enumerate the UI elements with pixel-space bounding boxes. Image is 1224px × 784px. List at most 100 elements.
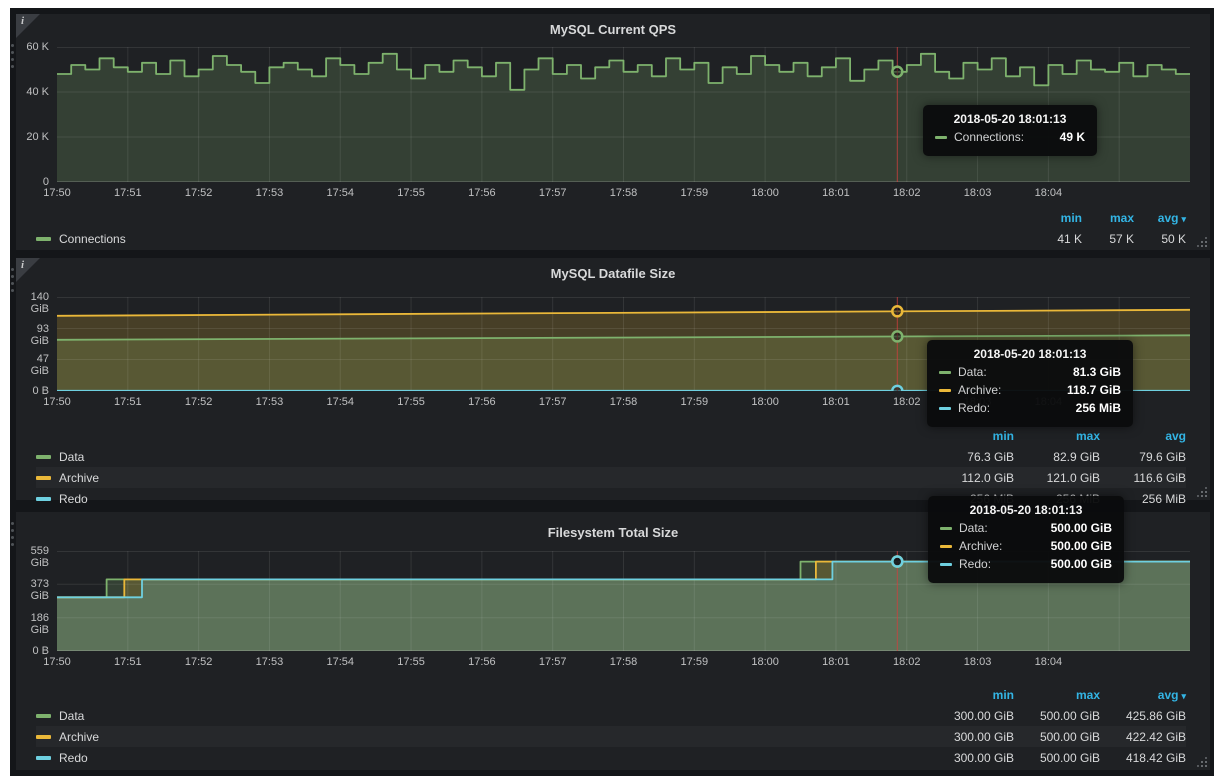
- x-axis-tick-label: 17:51: [114, 187, 142, 199]
- legend-sort-max[interactable]: max: [1109, 211, 1134, 225]
- x-axis-tick-label: 17:57: [538, 656, 567, 668]
- legend-series-label[interactable]: Archive: [59, 729, 100, 744]
- y-axis-tick-label: 40 K: [26, 86, 49, 98]
- legend-series-label[interactable]: Redo: [59, 750, 88, 765]
- series-area-data: [57, 335, 1190, 391]
- legend-series-label[interactable]: Data: [59, 708, 85, 723]
- legend-series-label[interactable]: Redo: [59, 491, 88, 506]
- series-color-swatch-icon: [36, 755, 51, 760]
- row-drag-handle[interactable]: [11, 268, 15, 296]
- x-axis-tick-label: 17:50: [43, 656, 71, 668]
- x-axis-tick-label: 18:01: [822, 187, 850, 199]
- sort-caret-icon: ▾: [1181, 691, 1186, 701]
- legend-series-label[interactable]: Data: [59, 449, 85, 464]
- row-drag-handle[interactable]: [11, 522, 15, 550]
- legend-stat-value: 256 MiB: [1141, 491, 1186, 506]
- y-axis-tick-label: 20 K: [26, 131, 49, 143]
- graph-canvas[interactable]: [57, 47, 1190, 182]
- panel-mysql-datafile-size: i MySQL Datafile Size 0 B 47 GiB 93 GiB 140…: [11, 258, 1210, 506]
- tooltip-series-label: Connections:: [954, 130, 1025, 144]
- x-axis-tick-label: 17:56: [468, 396, 496, 408]
- panel-resize-handle[interactable]: [1197, 487, 1207, 497]
- legend-stat-value: 500.00 GiB: [1039, 750, 1100, 765]
- x-axis-tick-label: 17:58: [609, 656, 638, 668]
- series-color-swatch-icon: [36, 734, 51, 739]
- x-axis-tick-label: 17:53: [255, 656, 284, 668]
- x-axis-tick-label: 17:58: [609, 187, 638, 199]
- legend-series-row: Data 76.3 GiB 82.9 GiB 79.6 GiB: [36, 446, 1186, 467]
- legend-sort-min[interactable]: min: [992, 688, 1014, 702]
- legend-sort-min[interactable]: min: [1060, 211, 1082, 225]
- x-axis-tick-label: 18:01: [822, 396, 850, 408]
- legend-series-label[interactable]: Connections: [59, 231, 126, 246]
- legend-stat-value: 121.0 GiB: [1046, 470, 1100, 485]
- legend-stats-header: min max avg ▾: [36, 685, 1186, 705]
- legend-sort-max[interactable]: max: [1075, 429, 1100, 443]
- x-axis-tick-label: 17:54: [326, 187, 355, 199]
- y-axis-tick-label: 559 GiB: [30, 545, 49, 569]
- x-axis-tick-label: 17:51: [114, 656, 142, 668]
- x-axis-tick-label: 18:04: [1034, 656, 1063, 668]
- series-color-swatch-icon: [939, 370, 951, 374]
- y-axis-tick-label: 93 GiB: [30, 322, 49, 347]
- panel-resize-handle[interactable]: [1197, 757, 1207, 767]
- series-color-swatch-icon: [36, 713, 51, 718]
- panel-title[interactable]: Filesystem Total Size: [547, 525, 679, 540]
- legend-sort-avg[interactable]: avg: [1165, 429, 1186, 443]
- graph-canvas[interactable]: [57, 297, 1190, 391]
- tooltip-series-label: Archive:: [959, 539, 1003, 553]
- legend-sort-avg[interactable]: avg ▾: [1157, 211, 1186, 225]
- panel-title[interactable]: MySQL Datafile Size: [550, 266, 676, 281]
- legend-stat-value: 300.00 GiB: [953, 729, 1014, 744]
- legend-sort-avg[interactable]: avg ▾: [1157, 688, 1186, 702]
- legend-stats-header: min max avg ▾: [36, 208, 1186, 228]
- x-axis-tick-label: 18:01: [822, 656, 850, 668]
- crosshair-marker-icon: [891, 305, 904, 318]
- legend-stat-value: 41 K: [1057, 231, 1082, 246]
- x-axis-tick-label: 17:55: [397, 187, 425, 199]
- series-color-swatch-icon: [940, 544, 952, 548]
- crosshair-marker-icon: [891, 65, 904, 78]
- legend-stat-value: 500.00 GiB: [1039, 708, 1100, 723]
- series-color-swatch-icon: [36, 454, 51, 459]
- x-axis-tick-label: 17:54: [326, 656, 355, 668]
- y-axis-tick-label: 0: [42, 176, 49, 188]
- x-axis-tick-label: 18:00: [751, 656, 779, 668]
- panel-title[interactable]: MySQL Current QPS: [549, 22, 677, 37]
- x-axis-tick-label: 18:00: [751, 187, 779, 199]
- legend-sort-max[interactable]: max: [1075, 688, 1100, 702]
- tooltip-series-value: 49 K: [1059, 130, 1085, 144]
- panel-info-icon[interactable]: i: [16, 14, 40, 38]
- legend-series-row: Redo 300.00 GiB 500.00 GiB 418.42 GiB: [36, 747, 1186, 768]
- series-color-swatch-icon: [36, 236, 51, 241]
- legend-stat-value: 418.42 GiB: [1125, 750, 1186, 765]
- panel-info-icon[interactable]: i: [16, 258, 40, 282]
- x-axis-tick-label: 18:03: [963, 656, 992, 668]
- tooltip-timestamp: 2018-05-20 18:01:13: [973, 347, 1087, 361]
- series-line-data: [57, 334, 1190, 341]
- y-axis-tick-label: 60 K: [26, 41, 49, 53]
- legend-stat-value: 112.0 GiB: [961, 470, 1014, 485]
- legend: min max avg ▾ Connections 41 K 57 K 50 K: [36, 208, 1186, 249]
- y-axis-tick-label: 140 GiB: [30, 291, 49, 315]
- x-axis-tick-label: 17:56: [468, 656, 496, 668]
- x-axis-tick-label: 18:02: [892, 187, 921, 199]
- legend-stat-value: 425.86 GiB: [1125, 708, 1186, 723]
- series-color-swatch-icon: [940, 526, 952, 530]
- y-axis-tick-label: 186 GiB: [30, 611, 49, 636]
- tooltip-series-value: 118.7 GiB: [1066, 383, 1121, 397]
- legend: min max avg ▾ Data 300.00 GiB 500.00 GiB 425.86…: [36, 685, 1186, 768]
- panel-resize-handle[interactable]: [1197, 237, 1207, 247]
- x-axis-tick-label: 17:52: [184, 187, 213, 199]
- chart-area: 0 20 K 40 K 60 K 17:50 17:51 17:52 17:53 17:54 17…: [16, 14, 1210, 250]
- crosshair-marker-icon: [891, 384, 904, 391]
- series-color-swatch-icon: [36, 496, 51, 501]
- series-line-connections: [57, 52, 1190, 91]
- legend-series-label[interactable]: Archive: [59, 470, 100, 485]
- row-drag-handle[interactable]: [11, 44, 15, 72]
- tooltip-series-label: Archive:: [958, 383, 1002, 397]
- legend-series-row: Archive 112.0 GiB 121.0 GiB 116.6 GiB: [36, 467, 1186, 488]
- tooltip-series-row: Archive: 118.7 GiB: [939, 383, 1121, 397]
- legend-sort-min[interactable]: min: [992, 429, 1014, 443]
- graph-canvas[interactable]: [57, 551, 1190, 651]
